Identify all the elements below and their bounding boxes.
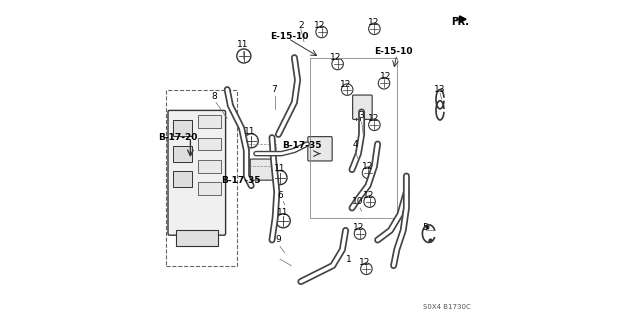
Text: 13: 13 (434, 85, 445, 94)
Bar (176, 230, 218, 246)
Text: 12: 12 (359, 258, 371, 267)
FancyBboxPatch shape (353, 95, 372, 119)
Text: 12: 12 (362, 162, 373, 171)
Bar (198, 138, 221, 150)
Text: 11: 11 (274, 164, 285, 172)
Bar (173, 120, 192, 136)
Text: 8: 8 (211, 92, 216, 100)
Text: B-17-20: B-17-20 (158, 133, 197, 142)
Text: 2: 2 (298, 21, 303, 30)
Text: 11: 11 (237, 40, 248, 49)
Text: 7: 7 (271, 85, 276, 94)
Bar (310, 58, 397, 218)
Text: E-15-10: E-15-10 (269, 32, 308, 41)
Text: 12: 12 (353, 223, 365, 232)
Text: B-17-35: B-17-35 (282, 141, 321, 150)
Text: 4: 4 (353, 140, 358, 148)
Text: E-15-10: E-15-10 (374, 47, 413, 56)
Text: B-17-35: B-17-35 (221, 176, 260, 185)
FancyBboxPatch shape (168, 110, 226, 235)
Bar (166, 90, 237, 266)
FancyBboxPatch shape (308, 137, 332, 161)
Text: 1: 1 (346, 255, 351, 264)
Text: 10: 10 (352, 197, 364, 206)
Text: 3: 3 (359, 111, 364, 120)
Bar (173, 146, 192, 162)
Bar (198, 160, 221, 173)
Bar (173, 171, 192, 187)
Text: 6: 6 (277, 191, 283, 200)
Text: 12: 12 (330, 53, 342, 62)
Text: 12: 12 (363, 191, 374, 200)
Bar (198, 182, 221, 195)
Text: 9: 9 (276, 236, 281, 244)
Bar (198, 115, 221, 128)
Text: FR.: FR. (451, 17, 469, 28)
Text: 12: 12 (368, 114, 380, 123)
Text: 12: 12 (368, 18, 380, 27)
FancyBboxPatch shape (250, 159, 275, 180)
Text: 12: 12 (380, 72, 391, 81)
Text: 5: 5 (423, 223, 428, 232)
Bar (249, 144, 276, 166)
Text: S0X4 B1730C: S0X4 B1730C (422, 304, 470, 310)
Text: 11: 11 (244, 127, 255, 136)
Text: 12: 12 (314, 21, 326, 30)
Text: 11: 11 (276, 208, 288, 217)
Text: 12: 12 (340, 80, 351, 89)
